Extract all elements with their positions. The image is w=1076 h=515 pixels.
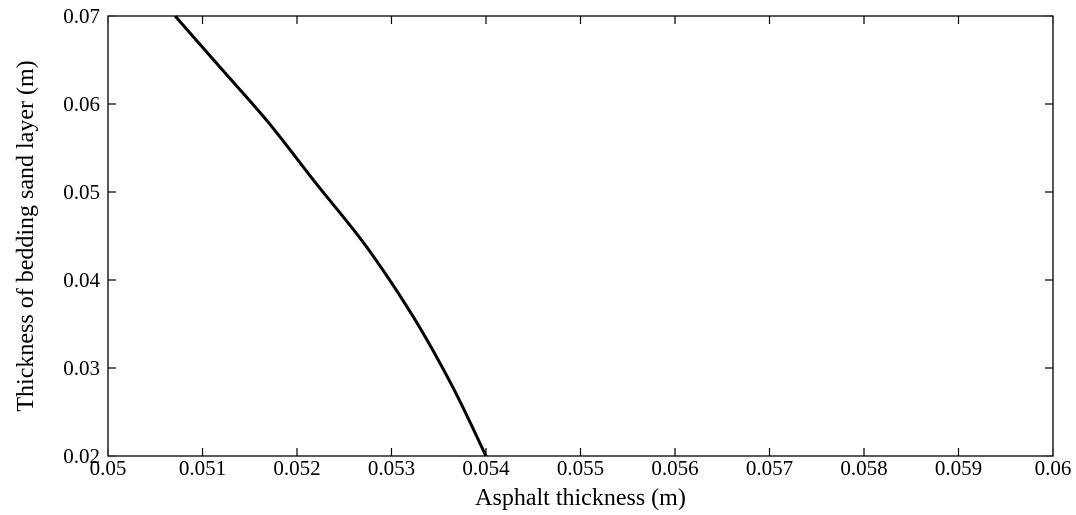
x-tick-label: 0.06 bbox=[1035, 456, 1072, 480]
y-tick-label: 0.06 bbox=[63, 92, 100, 116]
y-tick-label: 0.07 bbox=[63, 4, 100, 28]
x-tick-label: 0.056 bbox=[651, 456, 698, 480]
y-tick-label: 0.04 bbox=[63, 268, 100, 292]
axis-tick-labels: 0.05 0.051 0.052 0.053 0.054 0.055 0.056 0.057 0… bbox=[63, 4, 1071, 480]
series-layer bbox=[173, 15, 488, 457]
y-tick-label: 0.02 bbox=[63, 444, 100, 468]
x-tick-label: 0.052 bbox=[273, 456, 320, 480]
x-tick-label: 0.05 bbox=[90, 456, 127, 480]
x-tick-label: 0.054 bbox=[462, 456, 510, 480]
y-axis-label: Thickness of bedding sand layer (m) bbox=[13, 60, 39, 411]
x-tick-label: 0.057 bbox=[746, 456, 793, 480]
x-tick-label: 0.053 bbox=[368, 456, 415, 480]
x-tick-label: 0.059 bbox=[935, 456, 982, 480]
x-axis-label: Asphalt thickness (m) bbox=[475, 485, 686, 511]
x-tick-label: 0.051 bbox=[179, 456, 226, 480]
axis-ticks bbox=[107, 15, 1054, 457]
x-tick-label: 0.055 bbox=[557, 456, 604, 480]
series-line bbox=[173, 15, 488, 457]
y-tick-label: 0.05 bbox=[63, 180, 100, 204]
y-tick-label: 0.03 bbox=[63, 356, 100, 380]
plot-area bbox=[107, 15, 1054, 457]
x-tick-label: 0.058 bbox=[840, 456, 887, 480]
